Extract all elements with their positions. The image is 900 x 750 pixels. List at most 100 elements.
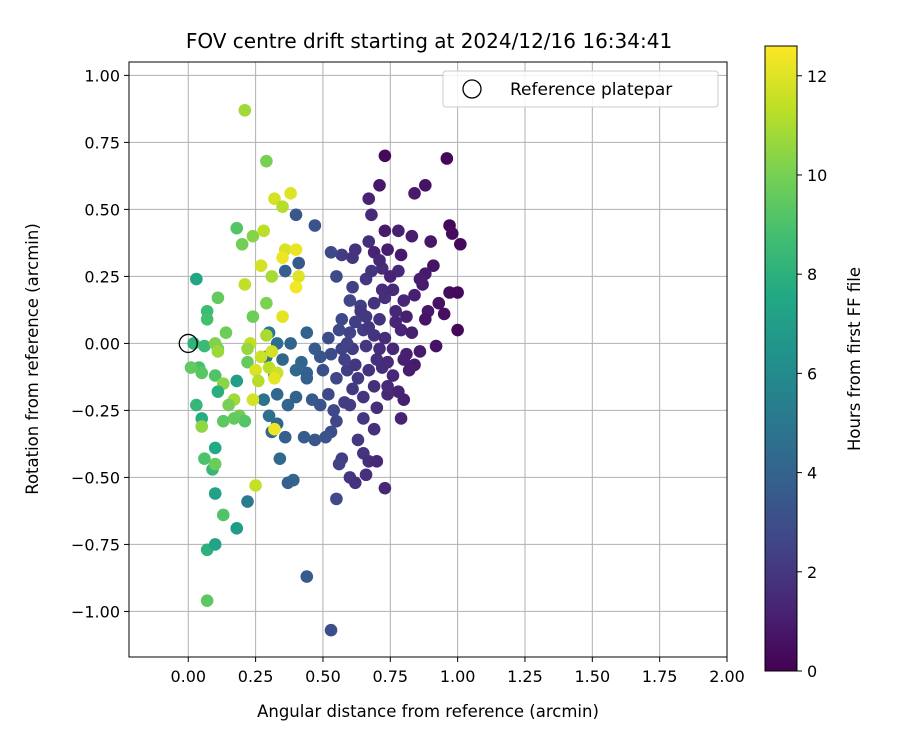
- x-axis-label: Angular distance from reference (arcmin): [257, 702, 599, 721]
- colorbar-gradient: [764, 45, 798, 672]
- colorbar-tick-label: 0: [807, 662, 817, 681]
- data-point: [440, 152, 454, 165]
- colorbar-tick-label: 10: [807, 166, 827, 185]
- data-point: [216, 414, 230, 428]
- y-tick-label: −0.25: [71, 401, 120, 420]
- data-point: [397, 294, 411, 307]
- data-point: [230, 374, 244, 388]
- data-point: [330, 414, 343, 428]
- data-point: [211, 345, 225, 358]
- data-point: [246, 229, 260, 243]
- data-point: [381, 243, 394, 256]
- y-tick-label: −1.00: [71, 602, 120, 621]
- data-point: [343, 294, 357, 307]
- data-point: [270, 388, 284, 401]
- data-point: [262, 409, 276, 423]
- data-point: [330, 492, 343, 506]
- colorbar-tick-label: 8: [807, 265, 817, 284]
- data-point: [278, 430, 292, 444]
- data-point: [184, 361, 198, 374]
- reference-marker-layer: [178, 333, 198, 354]
- data-point: [260, 329, 273, 342]
- data-point: [367, 296, 381, 310]
- x-tick-label: 1.75: [642, 667, 678, 686]
- data-point: [257, 224, 270, 238]
- colorbar-ticks: 0 2 4 6 8 10 12: [797, 67, 827, 681]
- data-point: [373, 254, 386, 267]
- data-point: [348, 358, 362, 372]
- data-point: [348, 476, 362, 490]
- y-tick-label: 1.00: [84, 66, 120, 85]
- data-point: [254, 350, 268, 364]
- colorbar-tick-label: 4: [807, 464, 817, 483]
- legend-entry-label: Reference platepar: [510, 80, 672, 100]
- data-point: [190, 272, 203, 286]
- data-point: [451, 286, 464, 299]
- data-point: [413, 345, 427, 358]
- data-point: [297, 430, 311, 444]
- data-point: [386, 283, 400, 297]
- data-point: [316, 363, 330, 377]
- x-tick-label: 0.50: [305, 667, 341, 686]
- data-point: [394, 248, 408, 262]
- data-point: [370, 401, 384, 415]
- data-point: [308, 342, 322, 356]
- data-point: [445, 227, 459, 240]
- data-point: [359, 339, 373, 353]
- colorbar-label: Hours from first FF file: [845, 267, 864, 451]
- data-point: [346, 382, 359, 396]
- data-point: [413, 272, 427, 286]
- data-point: [343, 398, 357, 412]
- data-point: [378, 224, 392, 238]
- data-point: [419, 312, 432, 326]
- data-point: [249, 479, 262, 492]
- legend-box: [442, 70, 719, 108]
- y-tick-label: −0.50: [71, 468, 120, 487]
- data-point: [400, 310, 413, 323]
- data-point: [322, 388, 335, 401]
- data-point: [190, 398, 203, 412]
- data-point: [362, 321, 376, 334]
- data-point: [357, 390, 370, 404]
- x-tick-label: 1.00: [440, 667, 476, 686]
- data-point: [284, 337, 297, 350]
- x-tick-label: 2.00: [709, 667, 745, 686]
- data-point: [241, 342, 254, 356]
- data-point: [211, 291, 225, 305]
- data-point: [397, 393, 411, 407]
- data-point: [383, 270, 397, 283]
- data-point: [340, 337, 354, 350]
- data-point: [319, 430, 332, 444]
- y-tick-label: 0.00: [84, 334, 120, 353]
- data-point: [200, 594, 214, 608]
- colorbar-tick-label: 12: [807, 67, 827, 86]
- data-point: [335, 248, 349, 262]
- data-point: [343, 326, 357, 339]
- data-point: [198, 452, 211, 465]
- data-point: [362, 235, 376, 248]
- data-point: [292, 256, 306, 270]
- x-tick-label: 0.25: [238, 667, 274, 686]
- data-point: [370, 455, 384, 468]
- data-point: [268, 371, 281, 385]
- data-point: [332, 323, 346, 337]
- data-point: [367, 422, 381, 436]
- y-tick-label: 0.75: [84, 133, 120, 152]
- data-point: [346, 251, 359, 264]
- data-point: [195, 420, 209, 433]
- data-point: [389, 315, 402, 329]
- data-point: [375, 283, 389, 297]
- data-point: [276, 200, 289, 214]
- data-point: [357, 412, 370, 425]
- y-tick-label: 0.25: [84, 267, 120, 286]
- data-point: [354, 304, 367, 318]
- data-point: [378, 331, 392, 345]
- data-point: [324, 245, 338, 259]
- data-point: [208, 538, 222, 551]
- data-point: [381, 380, 394, 393]
- y-tick-label: 0.50: [84, 200, 120, 219]
- data-point: [219, 326, 233, 339]
- data-point: [378, 149, 392, 163]
- data-point: [300, 570, 314, 583]
- data-point: [276, 251, 289, 264]
